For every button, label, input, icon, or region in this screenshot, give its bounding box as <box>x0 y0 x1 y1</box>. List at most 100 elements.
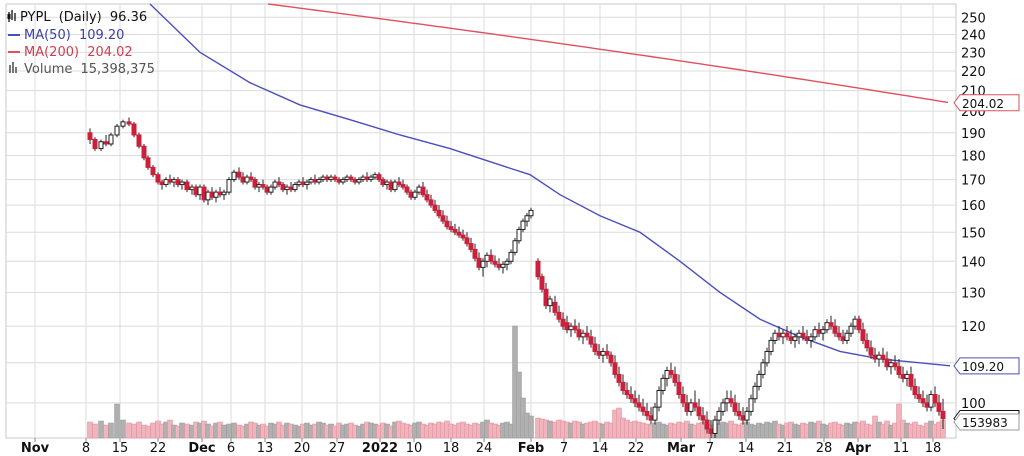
candle-up <box>568 322 574 337</box>
candle-down <box>468 237 474 253</box>
x-tick-label: Feb <box>518 441 544 456</box>
y-tick-label: 140 <box>961 255 986 270</box>
ma50-line <box>149 3 951 367</box>
candle-down <box>364 172 370 183</box>
candle-down <box>472 243 478 262</box>
volume-bar <box>120 419 126 439</box>
x-tick-label: 8 <box>82 441 90 456</box>
volume-icon <box>9 62 17 73</box>
svg-text:MA(50) 109.20: MA(50) 109.20 <box>24 28 124 43</box>
candle-up <box>824 319 830 334</box>
candle-up <box>520 218 526 233</box>
candle-down <box>217 187 223 198</box>
candle-up <box>524 213 530 227</box>
candle-down <box>732 394 738 416</box>
candle-down <box>456 226 462 238</box>
candle-up <box>888 358 894 375</box>
candle-down <box>352 177 358 185</box>
candle-down <box>800 326 806 341</box>
candle-down <box>436 205 442 219</box>
candle-down <box>543 282 549 309</box>
candle-down <box>604 344 610 359</box>
candle-down <box>684 394 690 416</box>
x-tick-label: 14 <box>592 441 609 456</box>
candle-down <box>312 174 318 185</box>
candle-down <box>896 358 902 379</box>
candle-down <box>460 229 466 241</box>
candle-down <box>145 155 151 170</box>
candle-up <box>244 174 250 185</box>
candle-up <box>304 179 310 190</box>
candle-down <box>432 199 438 214</box>
candle-up <box>812 326 818 341</box>
candle-down <box>692 390 698 412</box>
candle-down <box>428 194 434 208</box>
candle-up <box>724 390 730 412</box>
candle-up <box>98 139 104 151</box>
candle-down <box>892 355 898 371</box>
x-tick-label: 22 <box>150 441 167 456</box>
candle-up <box>340 177 346 185</box>
candle-down <box>240 172 246 185</box>
candle-down <box>564 315 570 334</box>
candle-up <box>205 189 211 206</box>
candle-down <box>201 184 207 203</box>
candle-down <box>784 326 790 341</box>
legend-ma200-label: MA(200) <box>24 45 79 60</box>
candle-up <box>756 370 762 391</box>
y-tick-label: 170 <box>961 174 986 189</box>
legend-ma200-value: 204.02 <box>87 45 133 60</box>
candle-down <box>728 390 734 408</box>
candle-down <box>496 258 502 271</box>
candle-up <box>716 407 722 425</box>
candle-up <box>547 295 553 313</box>
grid <box>5 3 957 439</box>
candle-down <box>632 390 638 408</box>
candle-up <box>748 394 754 416</box>
legend-symbol-row: PYPL (Daily) 96.36 <box>7 10 147 25</box>
candle-up <box>320 174 326 183</box>
candle-down <box>193 184 199 198</box>
candle-down <box>804 329 810 345</box>
candle-up <box>652 402 658 425</box>
svg-text:109.20: 109.20 <box>962 360 1004 374</box>
candle-down <box>908 366 914 391</box>
ma50-path <box>149 3 951 367</box>
candle-down <box>131 121 137 138</box>
candle-up <box>844 329 850 345</box>
candle-down <box>816 322 822 337</box>
candle-down <box>856 315 862 334</box>
candle-up <box>688 398 694 416</box>
svg-text:Volume 15,398,375: Volume 15,398,375 <box>24 62 155 77</box>
volume-bar <box>114 403 120 439</box>
candle-down <box>400 179 406 190</box>
candle-down <box>900 366 906 383</box>
x-tick-label: 6 <box>227 441 235 456</box>
candle-up <box>392 179 398 193</box>
candle-up <box>108 132 114 147</box>
candlesticks <box>87 117 946 438</box>
candle-down <box>424 189 430 203</box>
candle-down <box>608 351 614 367</box>
candle-down <box>704 411 710 434</box>
candle-down <box>916 386 922 403</box>
candle-down <box>440 210 446 224</box>
volume-bar <box>98 420 104 439</box>
y-tick-label: 150 <box>961 226 986 241</box>
candle-down <box>324 174 330 183</box>
candle-down <box>940 398 946 429</box>
y-tick-label: 160 <box>961 199 986 214</box>
x-tick-label: 10 <box>406 441 423 456</box>
x-tick-label: 15 <box>112 441 129 456</box>
volume-bar <box>184 423 190 439</box>
candle-up <box>360 174 366 183</box>
volume-bar <box>108 422 114 439</box>
candle-down <box>264 184 270 195</box>
candle-up <box>368 174 374 183</box>
ma200-callout: 204.02 <box>953 94 1020 112</box>
candle-down <box>420 182 426 198</box>
candle-down <box>644 402 650 421</box>
candle-up <box>772 329 778 345</box>
candle-down <box>276 177 282 188</box>
candle-up <box>221 189 227 200</box>
